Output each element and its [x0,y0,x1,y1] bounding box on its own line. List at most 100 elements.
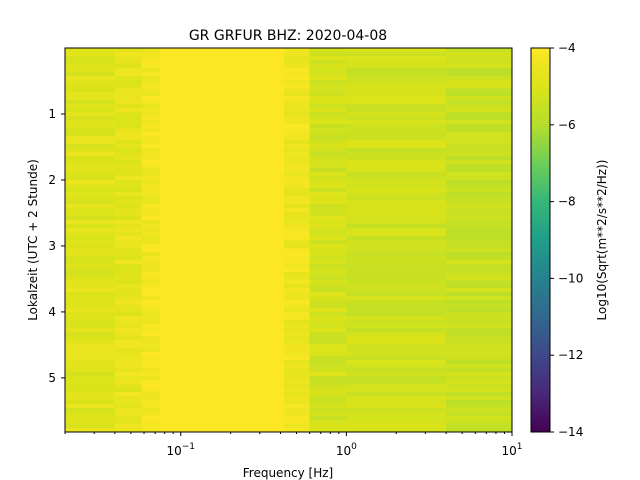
heatmap-cell [283,204,311,209]
heatmap-cell [141,72,161,77]
heatmap-cell [309,160,347,165]
heatmap-cell [65,116,116,121]
heatmap-cell [160,248,285,253]
heatmap-cell [446,300,512,305]
heatmap-cell [160,56,285,61]
heatmap-cell [346,156,447,161]
heatmap-cell [141,324,161,329]
heatmap-cell [346,416,447,421]
heatmap-cell [283,60,311,65]
heatmap-cell [141,168,161,173]
heatmap-cell [283,236,311,241]
heatmap-cell [346,232,447,237]
heatmap-cell [141,300,161,305]
heatmap-cell [283,180,311,185]
colorbar-ticks: −4 −6 −8 −10 −12 −14 [550,41,583,439]
heatmap-cell [141,252,161,257]
heatmap-cell [65,176,116,181]
heatmap-cell [141,416,161,421]
heatmap-cell [141,184,161,189]
heatmap-cell [346,308,447,313]
heatmap-cell [65,164,116,169]
heatmap-cell [65,424,116,429]
heatmap-cell [114,272,143,277]
heatmap-cell [346,124,447,129]
heatmap-cell [65,196,116,201]
heatmap-cell [65,208,116,213]
heatmap-cell [141,116,161,121]
heatmap-cell [309,140,347,145]
heatmap-cell [160,348,285,353]
heatmap-cell [346,336,447,341]
heatmap-cell [141,280,161,285]
heatmap-cell [309,344,347,349]
heatmap-cell [446,168,512,173]
heatmap-cell [346,324,447,329]
heatmap-cell [114,296,143,301]
heatmap-cell [446,68,512,73]
heatmap-cell [65,172,116,177]
heatmap-cell [309,224,347,229]
heatmap-cell [446,200,512,205]
heatmap-cell [309,312,347,317]
heatmap-cell [160,324,285,329]
heatmap-cell [114,204,143,209]
colorbar-label: Log10(Sqrt(m**2/s**2/Hz)) [595,160,609,321]
heatmap-cell [309,220,347,225]
heatmap-cell [309,404,347,409]
heatmap-cell [114,124,143,129]
heatmap-cell [446,224,512,229]
heatmap-cell [346,388,447,393]
heatmap-cell [114,104,143,109]
heatmap-cell [283,56,311,61]
plot-frame [64,47,513,433]
heatmap-cell [446,256,512,261]
heatmap-cell [114,176,143,181]
heatmap-cell [160,236,285,241]
heatmap-cell [446,268,512,273]
heatmap-cell [114,224,143,229]
heatmap-cell [346,312,447,317]
heatmap-cell [141,76,161,81]
heatmap-cell [346,184,447,189]
heatmap-cell [160,140,285,145]
heatmap-cell [446,384,512,389]
heatmap-cell [446,420,512,425]
heatmap-cell [65,192,116,197]
heatmap-cell [160,320,285,325]
heatmap-cell [65,400,116,405]
heatmap-cell [309,268,347,273]
heatmap-cell [114,284,143,289]
heatmap-cell [309,128,347,133]
heatmap-cell [283,48,311,53]
heatmap-cell [283,424,311,429]
heatmap-cell [283,164,311,169]
heatmap-cell [141,232,161,237]
heatmap-cell [114,168,143,173]
heatmap-cell [114,344,143,349]
heatmap-cell [283,216,311,221]
heatmap-cell [114,108,143,113]
heatmap-cell [346,260,447,265]
heatmap-cell [446,92,512,97]
heatmap-cell [446,164,512,169]
heatmap-cell [160,160,285,165]
heatmap-cell [141,188,161,193]
heatmap-cell [65,56,116,61]
heatmap-cell [65,380,116,385]
heatmap-cell [446,56,512,61]
heatmap-cell [309,188,347,193]
heatmap-cell [114,312,143,317]
heatmap-cell [283,344,311,349]
heatmap-cell [346,276,447,281]
heatmap-cell [114,288,143,293]
heatmap-cell [65,96,116,101]
heatmap-cell [446,388,512,393]
heatmap-cell [446,416,512,421]
heatmap-cell [346,252,447,257]
heatmap-cell [141,388,161,393]
heatmap-cell [160,260,285,265]
heatmap-cell [141,292,161,297]
heatmap-cell [160,76,285,81]
heatmap-cell [446,240,512,245]
